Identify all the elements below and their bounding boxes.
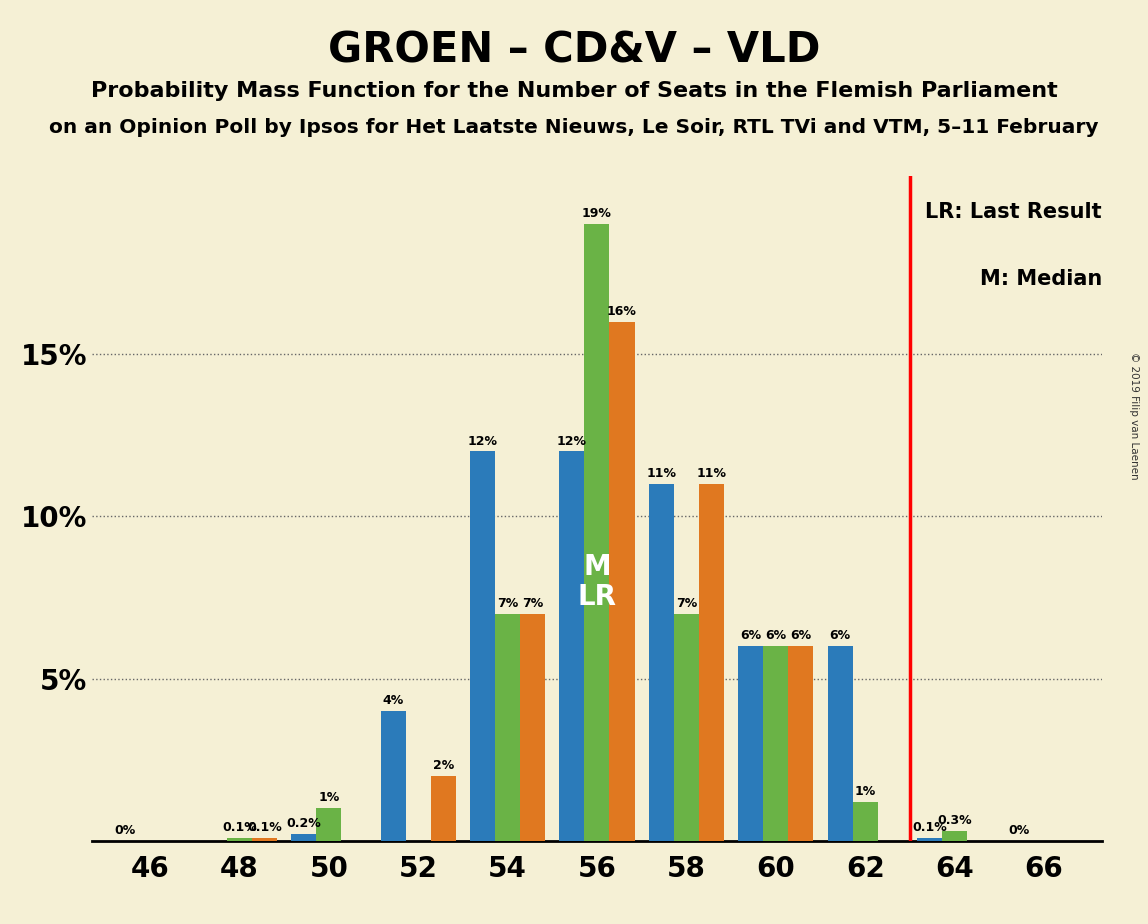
Text: 16%: 16%: [607, 305, 637, 318]
Bar: [559, 452, 584, 841]
Text: 1%: 1%: [318, 792, 340, 805]
Bar: [381, 711, 405, 841]
Bar: [943, 831, 967, 841]
Bar: [738, 646, 763, 841]
Text: Probability Mass Function for the Number of Seats in the Flemish Parliament: Probability Mass Function for the Number…: [91, 81, 1057, 102]
Text: 7%: 7%: [676, 597, 697, 610]
Text: 6%: 6%: [740, 629, 761, 642]
Bar: [251, 837, 277, 841]
Text: 0%: 0%: [115, 824, 135, 837]
Text: 6%: 6%: [790, 629, 812, 642]
Bar: [763, 646, 789, 841]
Text: 19%: 19%: [582, 207, 612, 220]
Text: 0.1%: 0.1%: [247, 821, 281, 833]
Text: LR: Last Result: LR: Last Result: [925, 202, 1102, 222]
Bar: [584, 225, 610, 841]
Bar: [430, 776, 456, 841]
Bar: [316, 808, 341, 841]
Bar: [699, 484, 724, 841]
Text: M
LR: M LR: [577, 553, 616, 611]
Bar: [917, 837, 943, 841]
Bar: [292, 834, 316, 841]
Text: 7%: 7%: [522, 597, 543, 610]
Text: 6%: 6%: [766, 629, 786, 642]
Text: 1%: 1%: [854, 785, 876, 798]
Bar: [495, 614, 520, 841]
Text: on an Opinion Poll by Ipsos for Het Laatste Nieuws, Le Soir, RTL TVi and VTM, 5–: on an Opinion Poll by Ipsos for Het Laat…: [49, 118, 1099, 138]
Bar: [610, 322, 635, 841]
Text: 7%: 7%: [497, 597, 518, 610]
Text: 11%: 11%: [646, 467, 676, 480]
Text: 0.2%: 0.2%: [286, 818, 321, 831]
Bar: [853, 802, 878, 841]
Text: 0%: 0%: [1008, 824, 1030, 837]
Text: 2%: 2%: [433, 759, 453, 772]
Text: 0.3%: 0.3%: [937, 814, 972, 827]
Text: 12%: 12%: [467, 434, 497, 447]
Bar: [789, 646, 813, 841]
Text: 12%: 12%: [557, 434, 587, 447]
Text: 4%: 4%: [382, 694, 404, 707]
Bar: [649, 484, 674, 841]
Text: GROEN – CD&V – VLD: GROEN – CD&V – VLD: [328, 30, 820, 71]
Bar: [227, 837, 251, 841]
Text: M: Median: M: Median: [980, 269, 1102, 288]
Text: © 2019 Filip van Laenen: © 2019 Filip van Laenen: [1130, 352, 1139, 480]
Text: 6%: 6%: [830, 629, 851, 642]
Text: 0.1%: 0.1%: [222, 821, 257, 833]
Bar: [674, 614, 699, 841]
Bar: [470, 452, 495, 841]
Text: 0.1%: 0.1%: [913, 821, 947, 833]
Bar: [520, 614, 545, 841]
Text: 11%: 11%: [697, 467, 727, 480]
Bar: [828, 646, 853, 841]
